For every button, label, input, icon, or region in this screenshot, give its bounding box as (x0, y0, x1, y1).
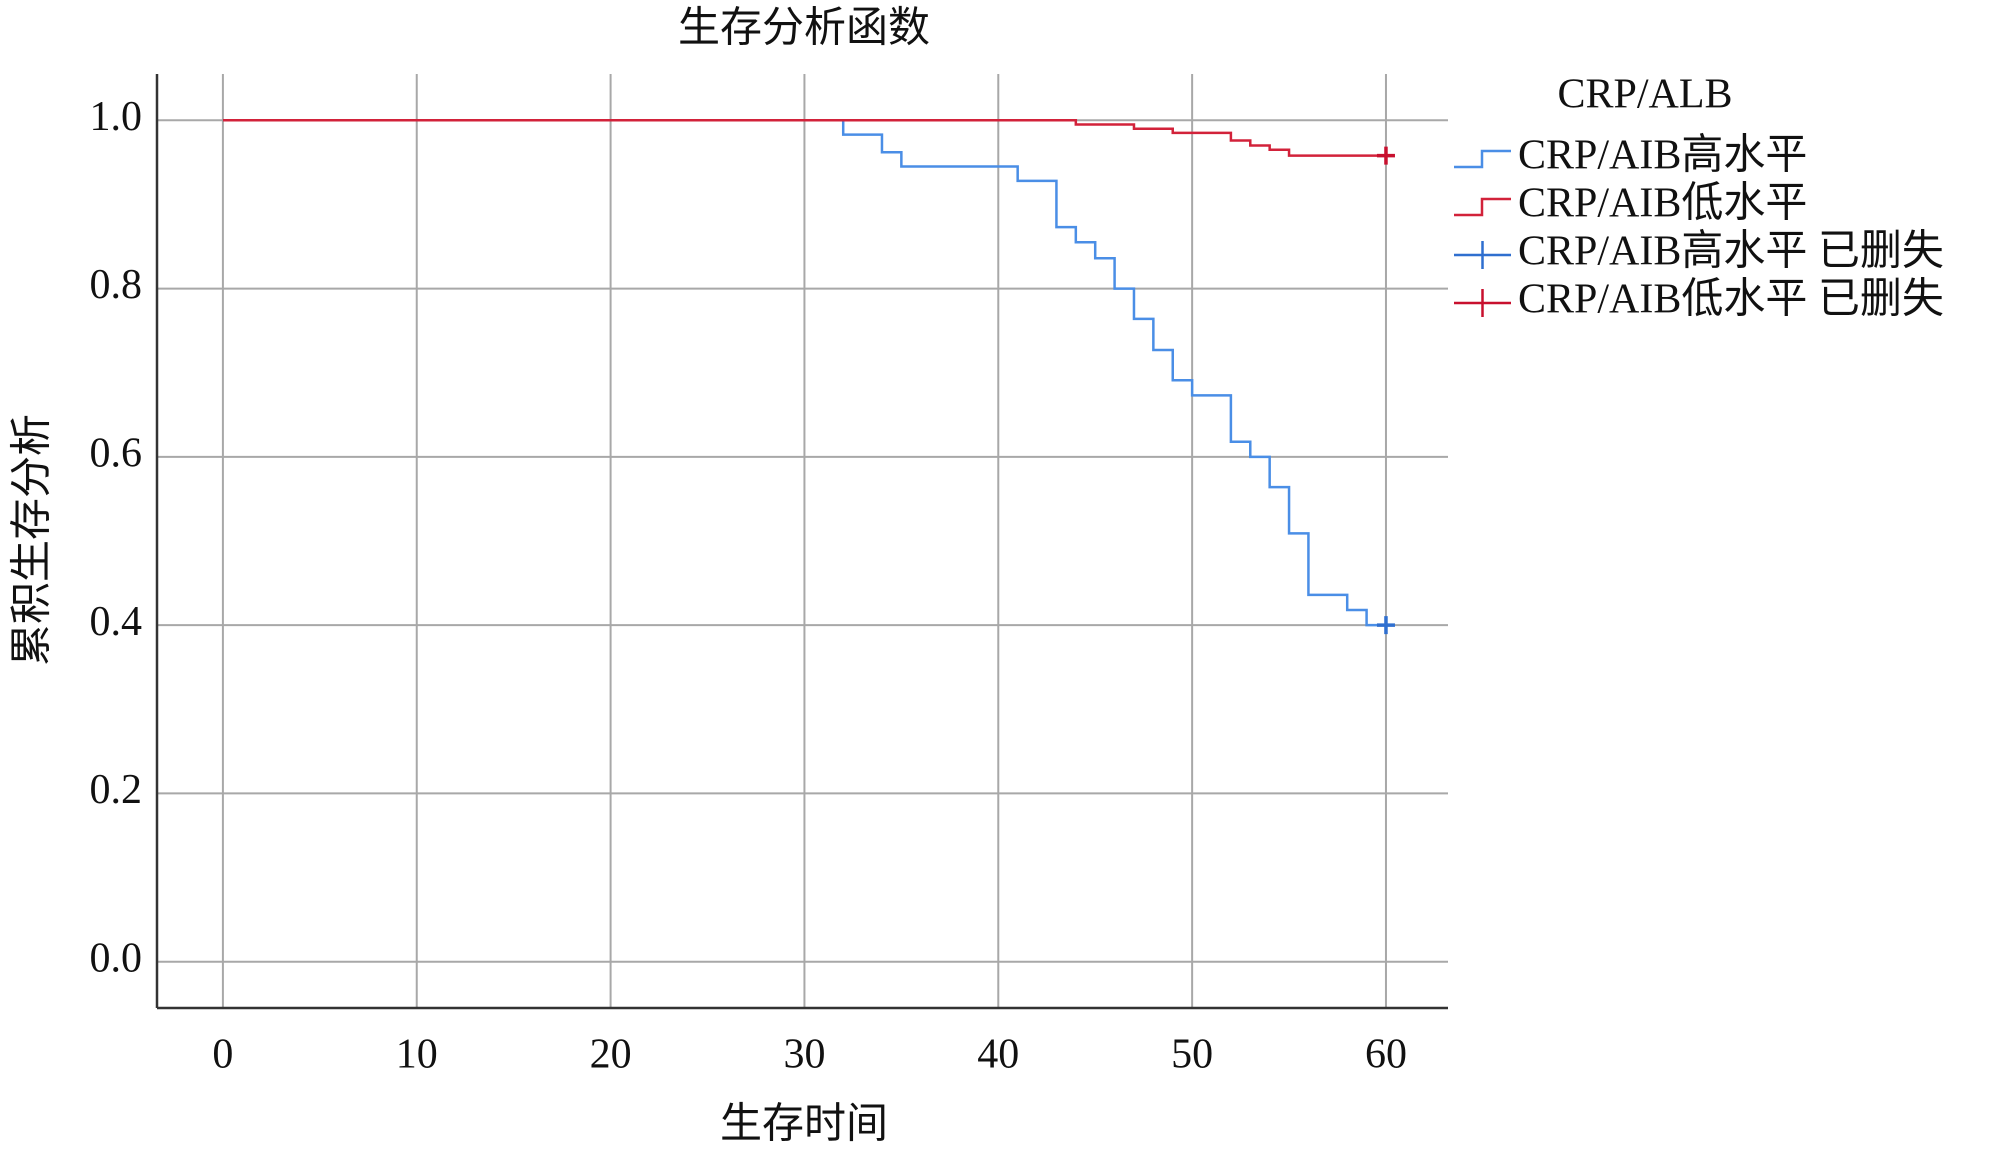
survival-line (222, 119, 1386, 157)
legend-swatch (1454, 197, 1511, 217)
y-tick-label: 0.4 (90, 599, 143, 645)
legend-label: CRP/AIB低水平 已删失 (1518, 277, 1944, 323)
censor-marker (1376, 146, 1395, 165)
y-tick-label: 0.6 (90, 430, 143, 476)
legend-label: CRP/AIB低水平 (1518, 181, 1807, 227)
y-tick-label: 0.2 (90, 767, 143, 813)
legend-label: CRP/AIB高水平 已删失 (1518, 229, 1944, 275)
x-tick-label: 40 (977, 1032, 1019, 1078)
y-tick-label: 1.0 (90, 94, 143, 140)
x-tick-label: 0 (212, 1032, 233, 1078)
x-tick-label: 60 (1365, 1032, 1407, 1078)
x-tick-label: 10 (396, 1032, 438, 1078)
legend-swatch (1454, 289, 1511, 317)
legend-title: CRP/ALB (1557, 72, 1732, 118)
x-axis-label: 生存时间 (720, 1102, 888, 1148)
censor-marker (1376, 616, 1395, 635)
survival-line (222, 119, 1386, 627)
legend-swatch (1454, 149, 1511, 169)
chart-title: 生存分析函数 (678, 6, 930, 52)
y-tick-label: 0.8 (90, 262, 143, 308)
x-tick-label: 50 (1171, 1032, 1213, 1078)
x-tick-label: 20 (590, 1032, 632, 1078)
y-axis-label: 累积生存分析 (10, 414, 56, 666)
legend-swatch (1454, 241, 1511, 269)
y-tick-label: 0.0 (90, 935, 143, 981)
legend-label: CRP/AIB高水平 (1518, 133, 1807, 179)
x-tick-label: 30 (783, 1032, 825, 1078)
